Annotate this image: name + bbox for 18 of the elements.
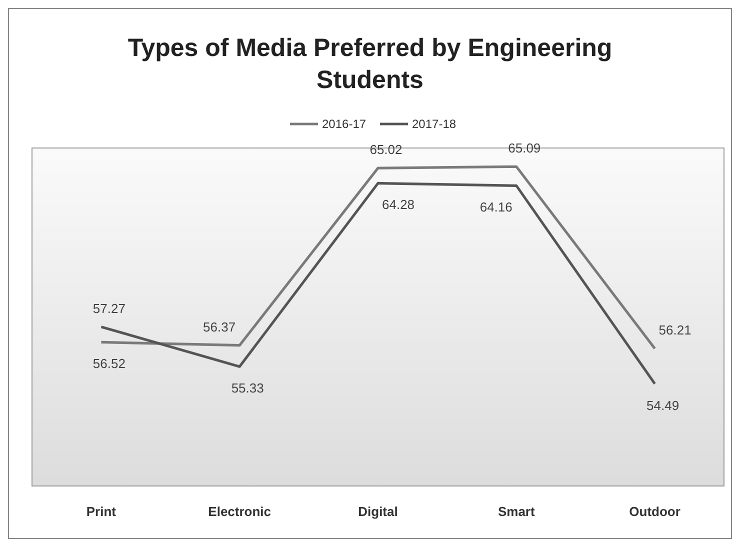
data-label: 56.52 bbox=[92, 356, 126, 372]
data-label: 64.16 bbox=[480, 200, 512, 215]
data-label: 56.21 bbox=[658, 322, 692, 338]
data-label: 55.33 bbox=[231, 380, 264, 396]
data-label: 64.28 bbox=[382, 197, 415, 212]
data-label: 57.27 bbox=[92, 300, 126, 316]
x-tick-label: Electronic bbox=[208, 504, 272, 519]
legend-label: 2017-18 bbox=[412, 117, 456, 131]
data-label: 54.49 bbox=[646, 398, 680, 413]
x-tick-label: Digital bbox=[358, 504, 398, 519]
x-tick-label: Print bbox=[86, 504, 117, 519]
data-label: 65.09 bbox=[508, 140, 541, 156]
data-label: 65.02 bbox=[370, 142, 402, 158]
data-label: 56.37 bbox=[203, 319, 236, 334]
chart-title: Types of Media Preferred by Engineering Students bbox=[128, 34, 612, 94]
x-tick-label: Outdoor bbox=[629, 504, 680, 519]
legend-label: 2016-17 bbox=[322, 117, 366, 131]
x-tick-label: Smart bbox=[498, 504, 536, 519]
